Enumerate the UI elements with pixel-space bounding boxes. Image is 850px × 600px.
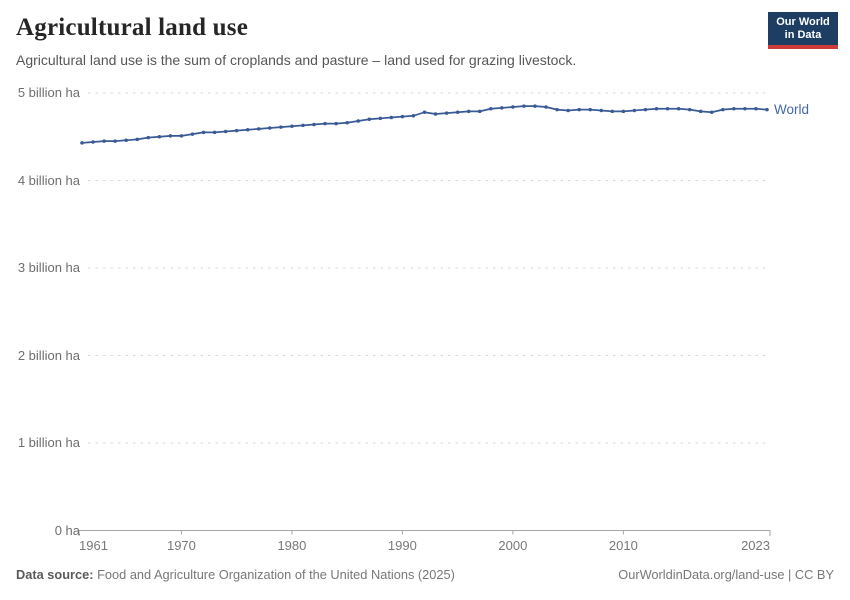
data-source-label: Data source:	[16, 567, 94, 582]
data-point[interactable]	[466, 109, 471, 114]
data-point[interactable]	[268, 126, 272, 130]
data-point[interactable]	[721, 107, 725, 112]
data-point[interactable]	[146, 135, 151, 140]
data-point[interactable]	[102, 139, 106, 143]
data-point[interactable]	[665, 106, 670, 111]
data-point[interactable]	[577, 107, 581, 112]
chart-footer: Data source: Food and Agriculture Organi…	[16, 567, 834, 582]
data-point[interactable]	[301, 123, 305, 128]
data-point[interactable]	[765, 107, 769, 112]
data-point[interactable]	[290, 124, 294, 129]
data-point[interactable]	[676, 106, 681, 111]
y-axis-label: 2 billion ha	[17, 347, 80, 363]
y-axis-label: 5 billion ha	[17, 85, 80, 100]
x-axis-line	[78, 530, 771, 536]
data-point[interactable]	[223, 129, 228, 134]
owid-logo-line2: in Data	[784, 28, 822, 41]
y-axis-label: 3 billion ha	[17, 260, 80, 275]
data-point[interactable]	[422, 110, 427, 115]
x-axis-label: 1990	[387, 538, 417, 553]
data-point[interactable]	[533, 104, 537, 108]
data-point[interactable]	[367, 117, 372, 122]
data-point[interactable]	[455, 110, 460, 115]
data-point[interactable]	[621, 109, 626, 114]
data-point[interactable]	[698, 109, 703, 114]
data-point[interactable]	[245, 127, 250, 132]
x-axis-label: 1970	[166, 538, 196, 553]
data-source-text: Food and Agriculture Organization of the…	[97, 567, 455, 582]
data-point[interactable]	[323, 121, 327, 126]
owid-logo-line1: Our World	[776, 16, 830, 28]
y-axis-label: 4 billion ha	[17, 172, 80, 188]
credit-link[interactable]: OurWorldinData.org/land-use | CC BY	[618, 567, 834, 582]
data-point[interactable]	[743, 106, 747, 111]
series-label-world[interactable]: World	[774, 101, 810, 117]
data-point[interactable]	[135, 137, 140, 142]
data-point[interactable]	[599, 108, 604, 113]
data-point[interactable]	[444, 111, 449, 115]
data-point[interactable]	[709, 110, 714, 115]
data-point[interactable]	[588, 107, 593, 112]
data-point[interactable]	[555, 107, 559, 112]
data-point[interactable]	[389, 115, 394, 120]
data-point[interactable]	[400, 114, 405, 119]
data-point[interactable]	[157, 134, 162, 139]
data-point[interactable]	[91, 140, 95, 144]
x-axis-label: 2000	[498, 538, 528, 553]
data-point[interactable]	[544, 105, 548, 109]
data-point[interactable]	[433, 112, 438, 116]
data-point[interactable]	[511, 105, 515, 109]
data-point[interactable]	[124, 138, 128, 143]
x-axis-label: 2023	[741, 538, 770, 553]
data-point[interactable]	[334, 121, 338, 126]
data-point[interactable]	[378, 116, 383, 121]
data-point[interactable]	[312, 122, 316, 127]
data-point[interactable]	[201, 130, 206, 135]
page-title: Agricultural land use	[16, 14, 248, 41]
data-point[interactable]	[566, 108, 570, 113]
chart-subtitle: Agricultural land use is the sum of crop…	[16, 52, 577, 68]
data-point[interactable]	[643, 107, 648, 112]
data-point[interactable]	[754, 106, 758, 111]
data-point[interactable]	[488, 106, 493, 111]
y-axis-label: 0 ha	[54, 522, 80, 538]
data-point[interactable]	[190, 132, 195, 136]
x-axis-label: 1980	[277, 538, 307, 553]
data-point[interactable]	[522, 104, 526, 108]
data-point[interactable]	[687, 107, 692, 112]
data-point[interactable]	[113, 139, 117, 143]
data-point[interactable]	[80, 141, 84, 145]
data-point[interactable]	[500, 106, 504, 110]
data-point[interactable]	[654, 106, 659, 111]
data-point[interactable]	[256, 127, 261, 131]
data-point[interactable]	[234, 128, 239, 133]
x-axis-label: 1961	[79, 538, 108, 553]
x-axis-label: 2010	[608, 538, 638, 553]
data-source: Data source: Food and Agriculture Organi…	[16, 567, 455, 582]
data-point[interactable]	[356, 119, 361, 123]
data-point[interactable]	[632, 108, 637, 113]
data-point[interactable]	[411, 113, 416, 118]
data-point[interactable]	[477, 109, 482, 114]
data-point[interactable]	[279, 125, 283, 129]
data-point[interactable]	[732, 106, 736, 111]
y-axis-label: 1 billion ha	[17, 435, 80, 450]
data-point[interactable]	[345, 120, 349, 125]
owid-logo[interactable]: Our World in Data	[768, 12, 838, 49]
data-point[interactable]	[610, 109, 615, 114]
data-point[interactable]	[179, 134, 184, 138]
data-point[interactable]	[168, 134, 173, 138]
data-point[interactable]	[212, 130, 217, 135]
